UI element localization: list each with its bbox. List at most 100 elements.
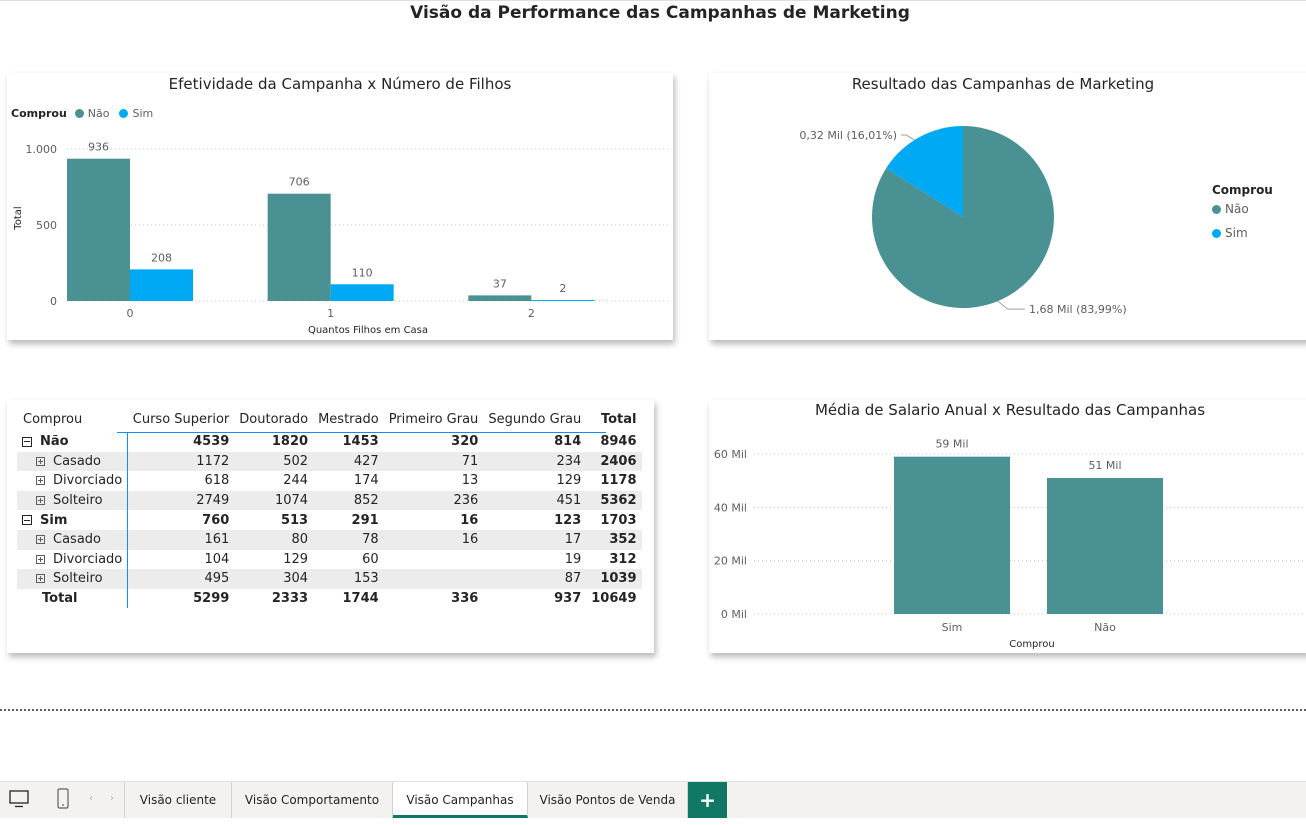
legend-item-nao[interactable]: Não (87, 107, 110, 120)
matrix-header-cell[interactable]: Doutorado (239, 411, 309, 427)
matrix-cell[interactable]: 17 (483, 529, 587, 550)
bar-sim[interactable] (330, 284, 394, 301)
matrix-header-cell[interactable]: Curso Superior (132, 411, 230, 427)
education-matrix[interactable]: Comprou Curso Superior Doutorado Mestrado Pr… (7, 400, 654, 653)
matrix-cell[interactable]: 87 (483, 569, 587, 589)
matrix-cell[interactable]: 304 (234, 569, 314, 589)
matrix-cell[interactable]: 4539 (193, 434, 230, 450)
matrix-row-label[interactable]: Solteiro (17, 490, 129, 511)
matrix-cell[interactable]: 1074 (234, 490, 314, 511)
matrix-cell[interactable]: 13 (461, 473, 479, 489)
tab-visao-cliente[interactable]: Visão cliente (125, 782, 232, 818)
matrix-cell[interactable]: 1172 (127, 451, 235, 472)
matrix-cell[interactable]: 1178 (600, 473, 637, 489)
matrix-cell[interactable]: 2406 (586, 451, 642, 472)
matrix-cell[interactable]: 513 (280, 512, 309, 528)
matrix-row-label[interactable]: Total (17, 588, 129, 609)
expand-icon[interactable] (36, 476, 45, 486)
collapse-icon[interactable] (22, 515, 32, 526)
leader-line-nao[interactable] (997, 300, 1025, 310)
matrix-cell[interactable]: 336 (451, 591, 479, 607)
matrix-header-cell[interactable]: Comprou (23, 411, 83, 427)
matrix-header-cell[interactable]: Segundo Grau (488, 411, 582, 427)
salary-chart[interactable]: Média de Salario Anual x Resultado das C… (709, 400, 1306, 653)
pie-slice-sim[interactable] (886, 126, 963, 217)
bar-sim[interactable] (531, 300, 595, 301)
matrix-cell[interactable]: 2333 (271, 591, 309, 607)
add-page-button[interactable]: + (688, 782, 727, 818)
matrix-cell[interactable]: 5299 (193, 591, 230, 607)
desktop-view-icon[interactable] (9, 790, 29, 812)
matrix-cell[interactable]: 161 (127, 529, 235, 550)
matrix-cell[interactable]: 129 (283, 551, 309, 567)
matrix-cell[interactable]: 852 (313, 490, 384, 511)
matrix-cell[interactable]: 153 (313, 569, 384, 589)
matrix-cell[interactable] (384, 550, 484, 570)
matrix-cell[interactable] (383, 569, 484, 589)
matrix-cell[interactable]: 236 (383, 490, 484, 511)
matrix-cell[interactable]: 71 (383, 451, 484, 472)
matrix-cell[interactable]: 1039 (586, 569, 642, 589)
salary-bar[interactable] (894, 456, 1010, 614)
matrix-cell[interactable]: 352 (586, 529, 642, 550)
matrix-cell[interactable]: 10649 (591, 591, 637, 607)
matrix-header-cell[interactable]: Primeiro Grau (388, 411, 479, 427)
matrix-cell[interactable]: 2749 (127, 490, 235, 511)
matrix-cell[interactable]: 5362 (586, 490, 642, 511)
matrix-cell[interactable]: 937 (554, 591, 582, 607)
matrix-row-label[interactable]: Casado (17, 529, 129, 550)
tab-visao-comportamento[interactable]: Visão Comportamento (232, 782, 393, 818)
matrix-row-label[interactable]: Casado (17, 451, 129, 472)
tab-visao-campanhas[interactable]: Visão Campanhas (393, 782, 528, 818)
matrix-cell[interactable]: 16 (383, 529, 484, 550)
matrix-header-cell[interactable]: Mestrado (318, 411, 379, 427)
matrix-cell[interactable]: 80 (234, 529, 314, 550)
matrix-cell[interactable]: 78 (313, 529, 384, 550)
tab-visao-pontos-de-venda[interactable]: Visão Pontos de Venda (528, 782, 688, 818)
legend-entry-nao[interactable]: Não (1212, 202, 1273, 216)
matrix-cell[interactable]: 814 (554, 434, 582, 450)
matrix-cell[interactable]: 760 (202, 512, 230, 528)
matrix-row-label[interactable]: Sim (17, 510, 129, 530)
bar-nao[interactable] (267, 193, 331, 301)
matrix-header-cell[interactable]: Total (600, 411, 637, 427)
matrix-row-label[interactable]: Divorciado (17, 549, 129, 570)
matrix-cell[interactable]: 1820 (271, 434, 309, 450)
legend-item-sim[interactable]: Sim (132, 107, 154, 120)
matrix-cell[interactable]: 1453 (342, 434, 379, 450)
bar-sim[interactable] (130, 269, 193, 301)
mobile-view-icon[interactable] (57, 788, 69, 814)
campaign-result-pie-chart[interactable]: Resultado das Campanhas de Marketing 1,6… (709, 73, 1306, 340)
matrix-row-label[interactable]: Não (17, 432, 129, 452)
matrix-cell[interactable]: 451 (483, 490, 587, 511)
collapse-icon[interactable] (22, 436, 32, 447)
leader-line-sim[interactable] (901, 134, 915, 141)
matrix-cell[interactable]: 244 (283, 473, 309, 489)
matrix-cell[interactable]: 1744 (342, 591, 379, 607)
matrix-row-label[interactable]: Divorciado (17, 471, 129, 491)
matrix-cell[interactable]: 502 (234, 451, 314, 472)
expand-icon[interactable] (36, 535, 45, 545)
matrix-cell[interactable]: 320 (451, 434, 479, 450)
matrix-cell[interactable]: 174 (353, 473, 379, 489)
bar-nao[interactable] (67, 158, 130, 301)
matrix-cell[interactable]: 312 (609, 551, 637, 567)
matrix-cell[interactable]: 291 (351, 512, 379, 528)
scroll-right-icon[interactable]: › (110, 793, 114, 804)
bar-nao[interactable] (468, 295, 532, 301)
matrix-cell[interactable]: 129 (556, 473, 582, 489)
matrix-cell[interactable]: 60 (362, 551, 379, 567)
scroll-left-icon[interactable]: ‹ (89, 793, 93, 804)
matrix-cell[interactable]: 234 (483, 451, 587, 472)
expand-icon[interactable] (36, 574, 45, 584)
children-effectiveness-chart[interactable]: Efetividade da Campanha x Número de Filh… (7, 73, 673, 340)
matrix-row-label[interactable]: Solteiro (17, 569, 129, 589)
expand-icon[interactable] (36, 554, 45, 564)
matrix-cell[interactable]: 427 (313, 451, 384, 472)
expand-icon[interactable] (36, 496, 45, 506)
matrix-cell[interactable]: 104 (204, 551, 230, 567)
matrix-cell[interactable]: 16 (460, 512, 479, 528)
matrix-cell[interactable]: 8946 (600, 434, 637, 450)
salary-bar[interactable] (1047, 478, 1163, 614)
matrix-cell[interactable]: 495 (127, 569, 235, 589)
